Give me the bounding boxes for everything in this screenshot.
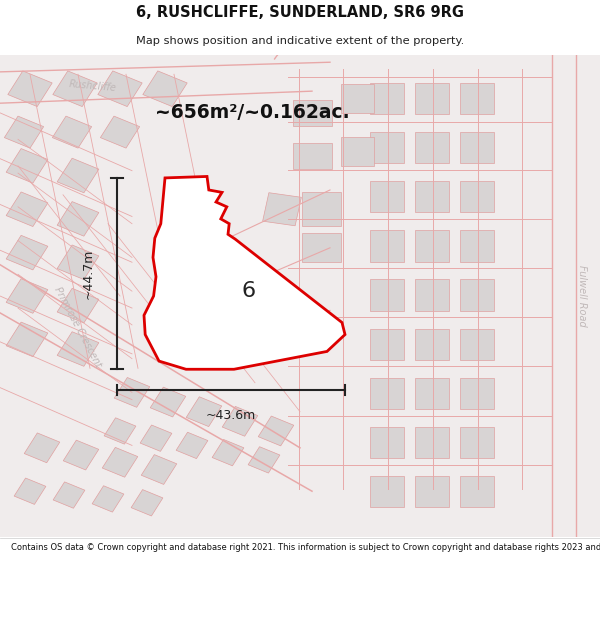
Bar	[415, 329, 449, 360]
Bar	[460, 181, 494, 213]
Bar	[415, 427, 449, 458]
Bar	[14, 478, 46, 504]
Bar	[176, 432, 208, 459]
Bar	[460, 329, 494, 360]
Bar	[263, 192, 301, 226]
Bar	[370, 427, 404, 458]
Bar	[102, 448, 138, 478]
Bar	[6, 279, 48, 313]
Bar	[57, 332, 99, 366]
Text: ~656m²/~0.162ac.: ~656m²/~0.162ac.	[155, 103, 349, 122]
Bar	[100, 116, 140, 148]
Text: Map shows position and indicative extent of the property.: Map shows position and indicative extent…	[136, 36, 464, 46]
Bar	[141, 454, 177, 484]
Bar	[370, 329, 404, 360]
Bar	[57, 202, 99, 236]
Bar	[415, 378, 449, 409]
Bar	[370, 132, 404, 163]
Bar	[6, 236, 48, 270]
Bar	[53, 71, 97, 107]
Text: Fulwell Road: Fulwell Road	[577, 265, 587, 327]
Bar	[415, 476, 449, 508]
Bar	[92, 486, 124, 512]
Bar	[370, 378, 404, 409]
Bar	[114, 378, 150, 408]
Bar	[222, 406, 258, 436]
Bar	[370, 476, 404, 508]
Bar	[131, 489, 163, 516]
Bar	[460, 476, 494, 508]
Text: 6, RUSHCLIFFE, SUNDERLAND, SR6 9RG: 6, RUSHCLIFFE, SUNDERLAND, SR6 9RG	[136, 4, 464, 19]
Bar	[293, 99, 331, 126]
Bar	[6, 322, 48, 357]
Text: 6: 6	[242, 281, 256, 301]
Bar	[24, 433, 60, 462]
Bar	[6, 149, 48, 183]
Bar	[258, 416, 294, 446]
Text: ~43.6m: ~43.6m	[206, 409, 256, 421]
Bar	[341, 137, 373, 166]
Polygon shape	[0, 55, 330, 368]
Text: Rushcliffe: Rushcliffe	[69, 79, 117, 93]
Bar	[186, 397, 222, 427]
Bar	[57, 158, 99, 192]
Bar	[140, 425, 172, 451]
Bar	[104, 418, 136, 444]
Bar	[460, 132, 494, 163]
Bar	[341, 84, 373, 113]
Bar	[57, 288, 99, 323]
Bar	[302, 192, 341, 226]
Bar	[143, 71, 187, 107]
Bar	[52, 116, 92, 148]
Bar	[415, 230, 449, 261]
Bar	[6, 192, 48, 226]
Bar	[415, 82, 449, 114]
Bar	[4, 116, 44, 148]
Bar	[415, 132, 449, 163]
Bar	[63, 440, 99, 470]
Text: Contains OS data © Crown copyright and database right 2021. This information is : Contains OS data © Crown copyright and d…	[11, 543, 600, 552]
Text: Primrose Crescent: Primrose Crescent	[53, 286, 103, 369]
Bar	[370, 279, 404, 311]
Text: ~44.7m: ~44.7m	[82, 248, 95, 299]
Bar	[415, 181, 449, 213]
Bar	[8, 71, 52, 107]
Bar	[370, 181, 404, 213]
Bar	[57, 245, 99, 279]
Bar	[302, 233, 341, 262]
Bar	[248, 447, 280, 473]
Bar	[293, 143, 331, 169]
Bar	[460, 427, 494, 458]
Bar	[53, 482, 85, 508]
Bar	[460, 279, 494, 311]
Bar	[98, 71, 142, 107]
Bar	[460, 82, 494, 114]
Polygon shape	[144, 176, 345, 369]
Bar	[415, 279, 449, 311]
Bar	[460, 378, 494, 409]
Bar	[460, 230, 494, 261]
Bar	[212, 439, 244, 466]
Bar	[370, 230, 404, 261]
Bar	[370, 82, 404, 114]
Bar	[150, 387, 186, 417]
